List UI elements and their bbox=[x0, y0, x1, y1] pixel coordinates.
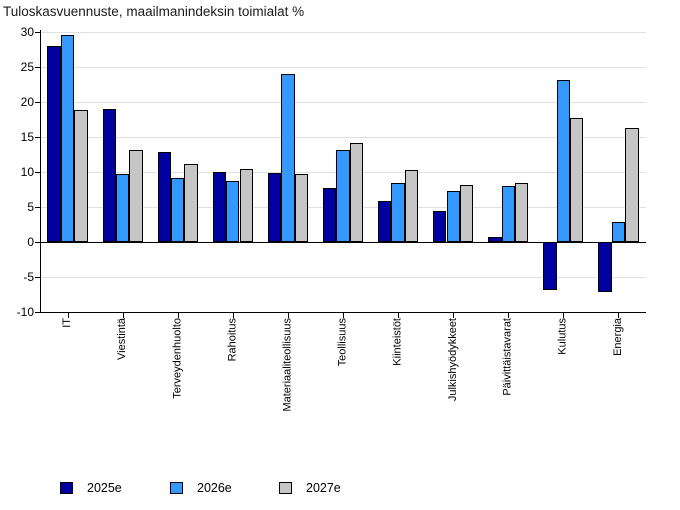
legend-label: 2026e bbox=[197, 481, 232, 495]
x-tick-mark bbox=[618, 313, 619, 318]
bar-2025e-Teollisuus bbox=[322, 188, 337, 242]
y-tick-label: 15 bbox=[20, 130, 34, 144]
x-tick-mark bbox=[68, 313, 69, 318]
y-tick-label: 30 bbox=[20, 25, 34, 39]
bar-2027e-Materiaaliteollisuus bbox=[294, 174, 308, 242]
x-tick-mark bbox=[288, 313, 289, 318]
x-tick-mark bbox=[563, 313, 564, 318]
y-tick-label: 25 bbox=[20, 60, 34, 74]
category-label-IT: IT bbox=[61, 318, 74, 328]
bar-2026e-Päivittäistavarat bbox=[501, 186, 515, 242]
legend-label: 2027e bbox=[306, 481, 341, 495]
y-tick-mark bbox=[35, 277, 40, 278]
category-label-Julkishyödykkeet: Julkishyödykkeet bbox=[446, 318, 459, 402]
y-tick-mark bbox=[35, 312, 40, 313]
legend-swatch-2027e bbox=[279, 482, 292, 494]
bar-2025e-Julkishyödykkeet bbox=[433, 210, 447, 242]
bar-2025e-Terveydenhuolto bbox=[157, 151, 171, 242]
gridline-30 bbox=[40, 32, 646, 33]
bar-2026e-Julkishyödykkeet bbox=[446, 190, 460, 242]
x-tick-mark bbox=[398, 313, 399, 318]
legend-swatch-2026e bbox=[170, 482, 183, 494]
chart-title: Tuloskasvuennuste, maailmanindeksin toim… bbox=[3, 4, 305, 19]
bar-2025e-Kulutus bbox=[543, 242, 557, 290]
y-tick-label: -10 bbox=[16, 305, 34, 319]
gridline-25 bbox=[40, 67, 646, 68]
x-tick-mark bbox=[178, 313, 179, 318]
bar-2026e-Kiinteistöt bbox=[391, 182, 405, 242]
category-label-Kulutus: Kulutus bbox=[556, 318, 569, 355]
bar-2026e-Viestintä bbox=[115, 174, 130, 242]
gridline-20 bbox=[40, 102, 646, 103]
bar-2026e-Rahoitus bbox=[226, 181, 240, 242]
bar-2027e-Kulutus bbox=[570, 118, 584, 242]
y-tick-label: 10 bbox=[20, 165, 34, 179]
y-tick-mark bbox=[35, 102, 40, 103]
bar-2027e-Kiinteistöt bbox=[404, 169, 419, 242]
category-label-Terveydenhuolto: Terveydenhuolto bbox=[171, 318, 184, 399]
bar-2025e-Kiinteistöt bbox=[378, 201, 392, 242]
y-tick-label: -5 bbox=[23, 270, 34, 284]
bar-2026e-Energia bbox=[611, 222, 626, 242]
bar-2026e-Kulutus bbox=[556, 79, 571, 242]
y-tick-mark bbox=[35, 137, 40, 138]
category-label-Rahoitus: Rahoitus bbox=[226, 318, 239, 362]
y-tick-mark bbox=[35, 207, 40, 208]
category-label-Päivittäistavarat: Päivittäistavarat bbox=[501, 318, 514, 396]
x-tick-mark bbox=[123, 313, 124, 318]
bar-2025e-Viestintä bbox=[102, 109, 116, 242]
y-tick-label: 0 bbox=[27, 235, 34, 249]
x-tick-mark bbox=[453, 313, 454, 318]
category-label-Teollisuus: Teollisuus bbox=[336, 318, 349, 367]
bar-2027e-IT bbox=[74, 110, 88, 242]
bar-2026e-Teollisuus bbox=[336, 149, 350, 242]
bar-2025e-Päivittäistavarat bbox=[488, 237, 502, 242]
y-tick-mark bbox=[35, 67, 40, 68]
bar-2026e-Materiaaliteollisuus bbox=[281, 74, 295, 242]
bar-2027e-Viestintä bbox=[129, 149, 143, 242]
bar-2026e-IT bbox=[60, 34, 75, 242]
y-tick-mark bbox=[35, 172, 40, 173]
x-tick-mark bbox=[508, 313, 509, 318]
gridline-15 bbox=[40, 137, 646, 138]
category-label-Kiinteistöt: Kiinteistöt bbox=[391, 318, 404, 366]
x-axis-line bbox=[40, 312, 646, 313]
gridline--5 bbox=[40, 277, 646, 278]
bar-2027e-Terveydenhuolto bbox=[184, 163, 198, 242]
y-tick-label: 5 bbox=[27, 200, 34, 214]
zero-line bbox=[40, 242, 646, 243]
x-tick-mark bbox=[233, 313, 234, 318]
y-tick-mark bbox=[35, 32, 40, 33]
bar-2025e-IT bbox=[47, 46, 61, 242]
bar-2027e-Teollisuus bbox=[349, 143, 364, 242]
bar-2027e-Rahoitus bbox=[239, 168, 253, 242]
bar-2025e-Materiaaliteollisuus bbox=[267, 172, 282, 242]
bar-2027e-Energia bbox=[625, 127, 639, 242]
legend-swatch-2025e bbox=[60, 482, 73, 494]
bar-2026e-Terveydenhuolto bbox=[171, 178, 185, 242]
category-label-Materiaaliteollisuus: Materiaaliteollisuus bbox=[281, 318, 294, 412]
bar-2025e-Energia bbox=[598, 242, 612, 292]
bar-2027e-Päivittäistavarat bbox=[515, 183, 529, 242]
y-tick-mark bbox=[35, 242, 40, 243]
y-axis-line bbox=[40, 30, 41, 312]
bar-2025e-Rahoitus bbox=[212, 172, 227, 242]
x-tick-mark bbox=[343, 313, 344, 318]
bar-2027e-Julkishyödykkeet bbox=[459, 185, 474, 242]
y-tick-label: 20 bbox=[20, 95, 34, 109]
category-label-Viestintä: Viestintä bbox=[116, 318, 129, 360]
legend-label: 2025e bbox=[87, 481, 122, 495]
category-label-Energia: Energia bbox=[611, 318, 624, 356]
